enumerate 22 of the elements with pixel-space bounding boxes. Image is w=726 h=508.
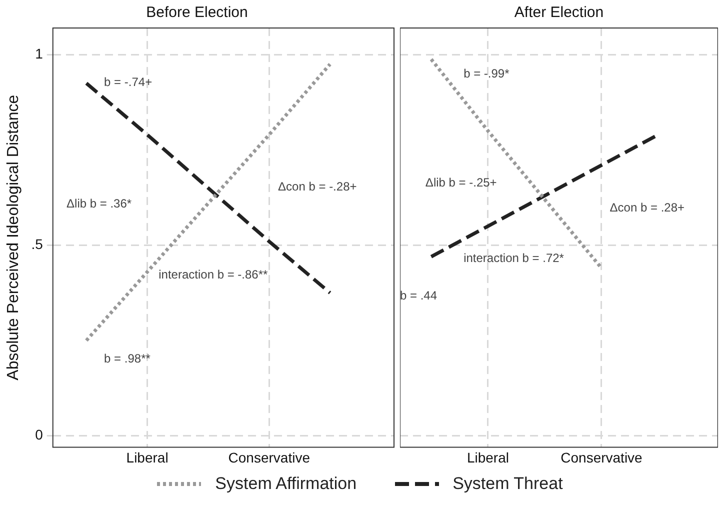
annotation: interaction b = -.86** bbox=[158, 268, 268, 282]
chart-title: After Election bbox=[514, 4, 604, 22]
annotation: b = -.74+ bbox=[104, 74, 152, 89]
annotation: b = .44 bbox=[400, 288, 438, 303]
annotation: Δcon b = -.28+ bbox=[278, 180, 357, 194]
legend-label: System Affirmation bbox=[215, 474, 357, 494]
x-tick-label: Conservative bbox=[560, 449, 643, 466]
chart-title: Before Election bbox=[146, 4, 248, 22]
x-tick-label: Liberal bbox=[466, 449, 509, 466]
y-tick-label: .5 bbox=[31, 236, 44, 252]
y-tick-label: 0 bbox=[35, 426, 44, 443]
y-tick-label: 1 bbox=[35, 46, 44, 62]
annotation: b = -.99* bbox=[464, 66, 510, 80]
annotation: Δlib b = -.25+ bbox=[425, 175, 497, 190]
x-tick-label: Conservative bbox=[228, 449, 310, 466]
legend-label: System Threat bbox=[452, 474, 563, 494]
annotation: b = .98** bbox=[104, 351, 151, 366]
x-tick-label: Liberal bbox=[126, 449, 168, 466]
annotation: Δcon b = .28+ bbox=[610, 200, 685, 215]
annotation: Δlib b = .36* bbox=[66, 196, 132, 210]
annotation: interaction b = .72* bbox=[464, 250, 564, 265]
y-axis-title: Absolute Perceived Ideological Distance bbox=[5, 94, 22, 380]
